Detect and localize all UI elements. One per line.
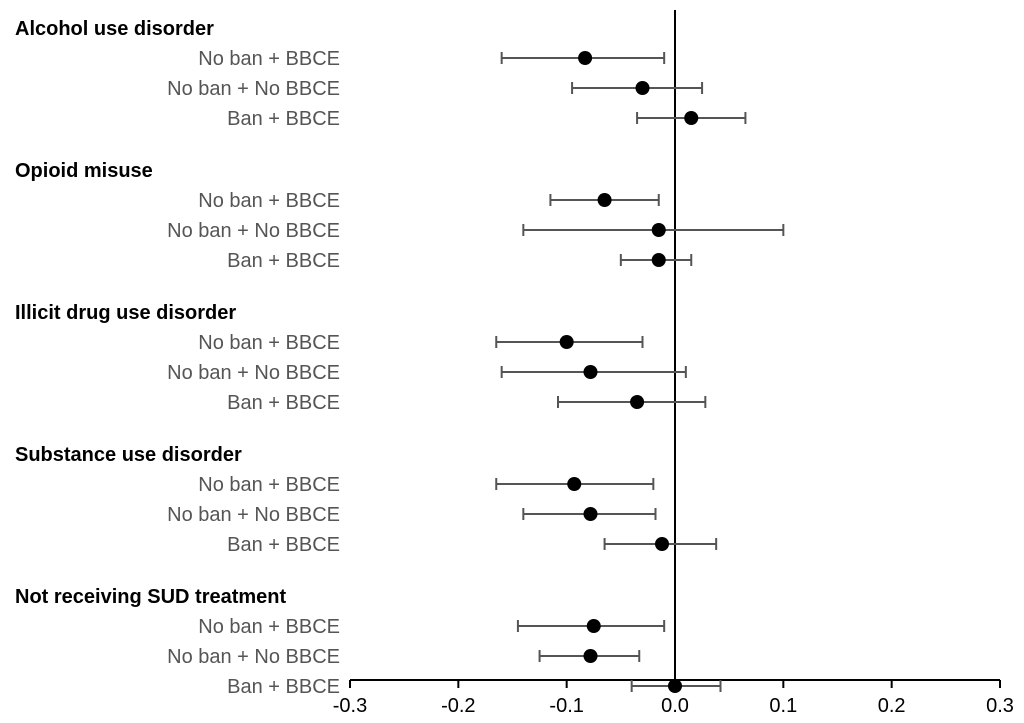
- row-label: No ban + BBCE: [198, 616, 340, 638]
- forest-plot: -0.3 -0.2 -0.1 0.0 0.1 0.2 0.3 Alcohol use diso…: [0, 0, 1024, 723]
- group-header: Not receiving SUD treatment: [15, 586, 287, 608]
- point-estimate: [652, 223, 666, 237]
- row-label: No ban + No BBCE: [167, 78, 340, 100]
- point-estimate: [587, 619, 601, 633]
- x-tick-label: -0.1: [549, 695, 583, 717]
- point-estimate: [630, 395, 644, 409]
- row-label: No ban + BBCE: [198, 190, 340, 212]
- point-estimate: [578, 51, 592, 65]
- group-header: Illicit drug use disorder: [15, 302, 236, 324]
- point-estimate: [584, 365, 598, 379]
- row-label: No ban + BBCE: [198, 332, 340, 354]
- x-tick-label: -0.3: [333, 695, 367, 717]
- row-label: Ban + BBCE: [227, 250, 340, 272]
- x-tick-label: 0.2: [878, 695, 906, 717]
- point-estimate: [655, 537, 669, 551]
- row-label: Ban + BBCE: [227, 534, 340, 556]
- x-tick-label: 0.3: [986, 695, 1014, 717]
- group-header: Substance use disorder: [15, 444, 242, 466]
- group-header: Alcohol use disorder: [15, 18, 214, 40]
- point-estimate: [560, 335, 574, 349]
- row-label: Ban + BBCE: [227, 108, 340, 130]
- row-label: No ban + No BBCE: [167, 362, 340, 384]
- row-label: No ban + No BBCE: [167, 646, 340, 668]
- point-estimate: [668, 679, 682, 693]
- x-tick-label: -0.2: [441, 695, 475, 717]
- x-tick-label: 0.1: [769, 695, 797, 717]
- row-label: Ban + BBCE: [227, 676, 340, 698]
- row-label: Ban + BBCE: [227, 392, 340, 414]
- x-tick-label: 0.0: [661, 695, 689, 717]
- row-label: No ban + No BBCE: [167, 504, 340, 526]
- point-estimate: [584, 507, 598, 521]
- row-label: No ban + No BBCE: [167, 220, 340, 242]
- point-estimate: [598, 193, 612, 207]
- point-estimate: [636, 81, 650, 95]
- row-label: No ban + BBCE: [198, 474, 340, 496]
- point-estimate: [567, 477, 581, 491]
- point-estimate: [684, 111, 698, 125]
- point-estimate: [584, 649, 598, 663]
- group-header: Opioid misuse: [15, 160, 153, 182]
- point-estimate: [652, 253, 666, 267]
- row-label: No ban + BBCE: [198, 48, 340, 70]
